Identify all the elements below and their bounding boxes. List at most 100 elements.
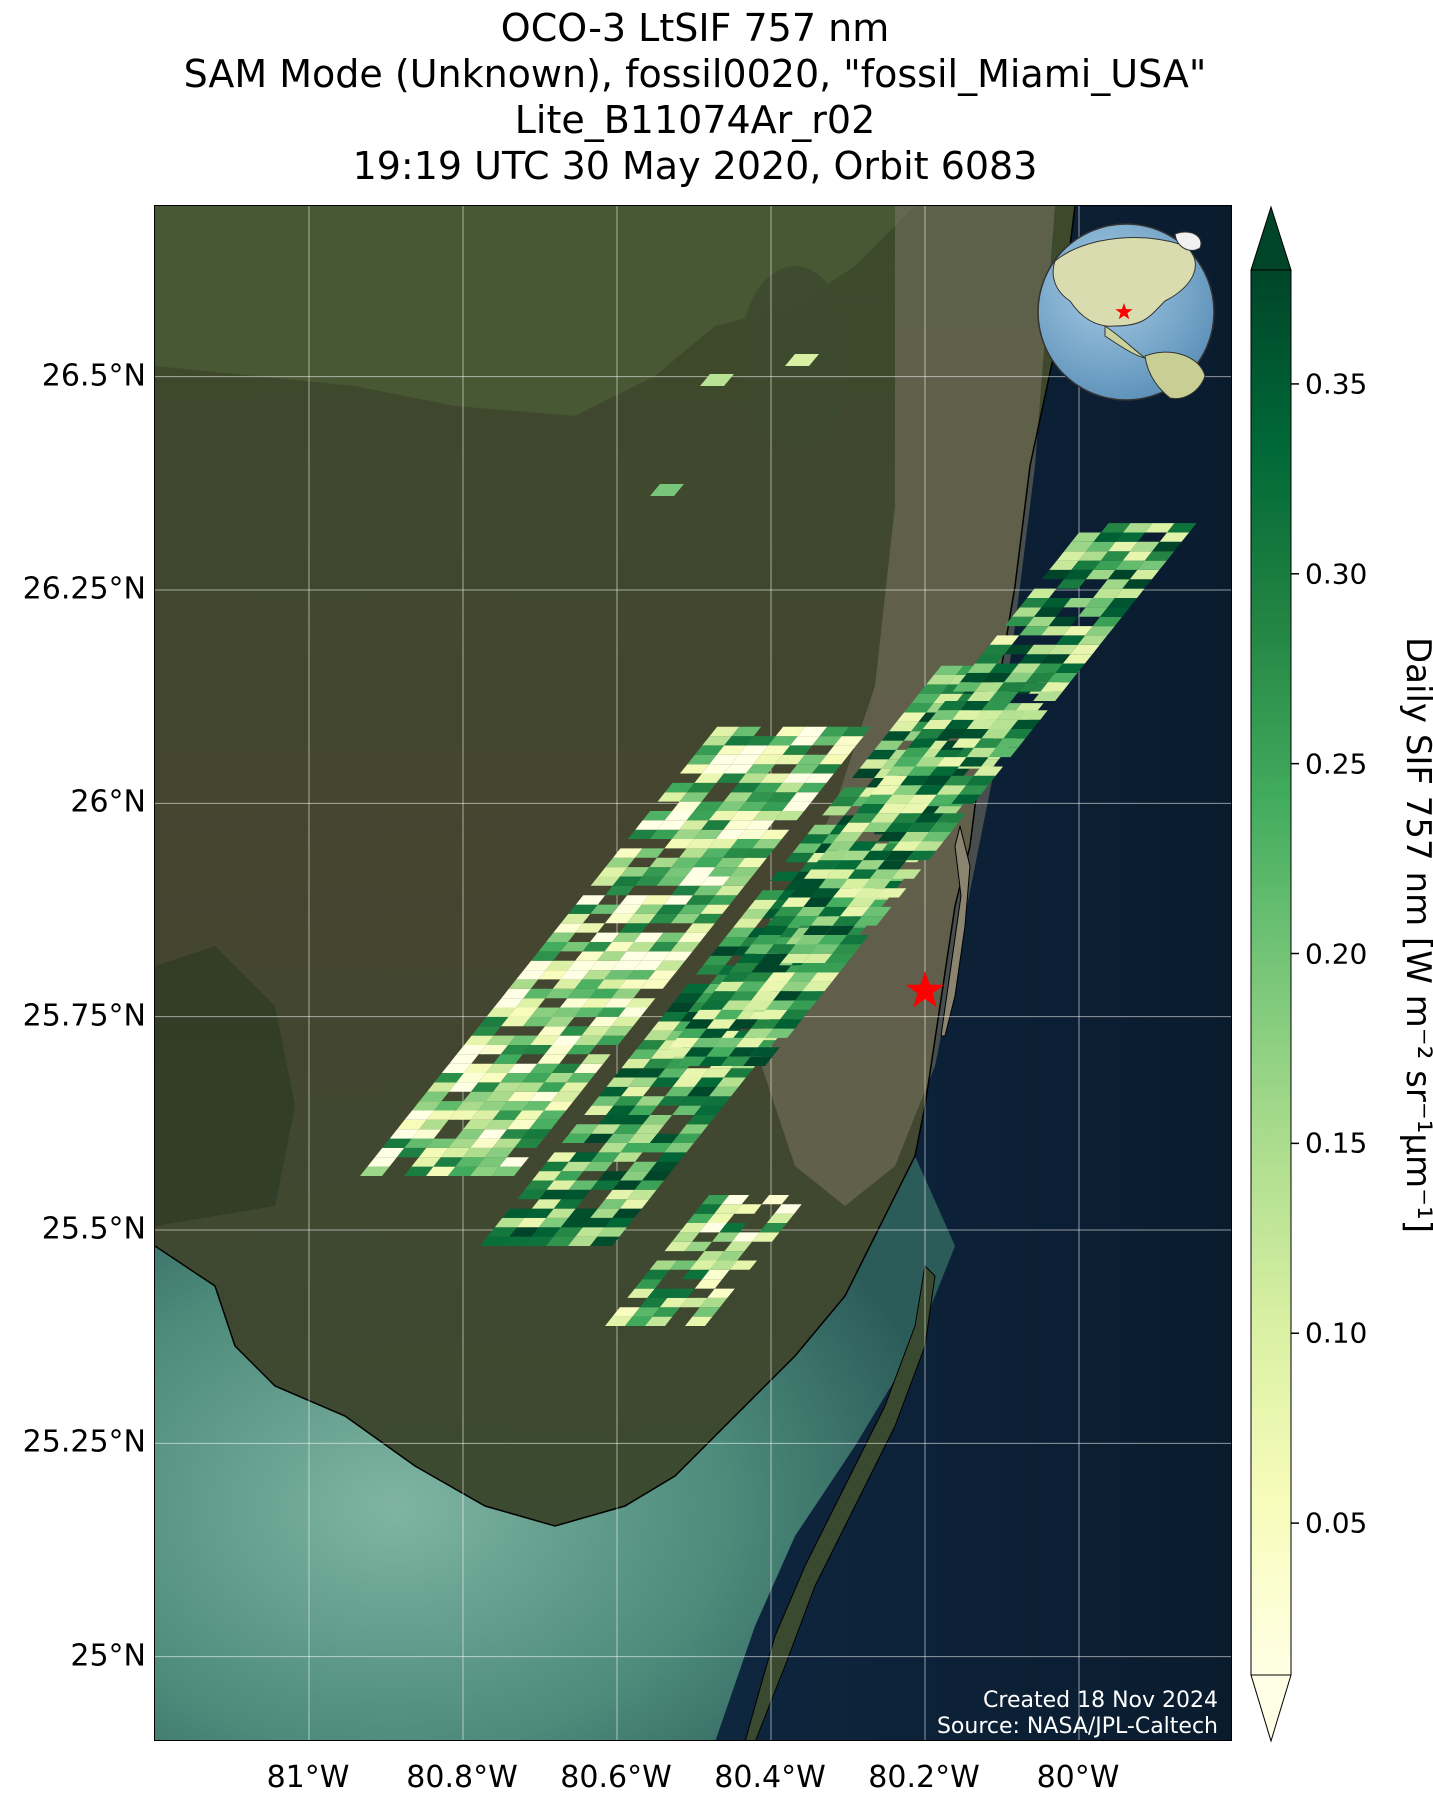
sif-sounding (803, 897, 833, 907)
sif-sounding (974, 682, 1004, 692)
y-tick-label: 26.5°N (41, 358, 146, 394)
sif-sounding (1107, 598, 1137, 608)
colorbar-tick-label: 0.25 (1305, 747, 1368, 781)
sif-sounding (574, 979, 605, 989)
sif-sounding (552, 1007, 582, 1017)
target-star-icon[interactable] (906, 971, 944, 1008)
sif-sounding (810, 888, 841, 898)
sif-sounding (649, 857, 679, 868)
sif-sounding (780, 953, 811, 963)
sif-sounding (648, 942, 678, 952)
sif-sounding (1063, 626, 1093, 636)
sif-sounding (731, 782, 761, 793)
sif-sounding (1048, 616, 1079, 627)
sif-sounding (477, 1129, 508, 1139)
sif-sounding (914, 813, 944, 823)
globe-greenland (1174, 231, 1202, 251)
sif-sounding (1055, 663, 1085, 673)
sif-sounding (669, 1260, 698, 1270)
sif-sounding (1004, 644, 1034, 655)
sif-sounding (583, 1133, 614, 1143)
sif-sounding (597, 1227, 627, 1237)
sif-sounding (974, 738, 1004, 748)
sif-sounding (1026, 672, 1056, 683)
sif-sounding (382, 1138, 412, 1148)
sif-sounding (670, 942, 700, 952)
sif-sounding (885, 794, 915, 804)
sif-sounding (605, 885, 635, 896)
sif-sounding (699, 1028, 729, 1038)
sif-sounding (758, 1009, 788, 1020)
sif-sounding (729, 963, 759, 973)
sif-sounding (707, 895, 738, 905)
sif-sounding (539, 1161, 569, 1172)
sif-sounding (922, 719, 953, 729)
sif-sounding (933, 665, 964, 675)
sif-sounding (877, 832, 907, 842)
sif-sounding (699, 1000, 730, 1010)
sif-sounding (944, 719, 975, 729)
sif-sounding (671, 1133, 702, 1143)
sif-sounding (642, 1115, 673, 1125)
sif-sounding (907, 766, 938, 776)
sif-sounding (665, 1086, 695, 1097)
sif-sounding (590, 904, 620, 914)
florida-keys (745, 1264, 936, 1740)
sif-sounding (643, 1030, 674, 1041)
sif-sounding (694, 773, 724, 783)
sif-sounding (878, 775, 908, 786)
sif-sounding (1130, 541, 1160, 552)
sif-sounding (551, 1063, 582, 1073)
sif-sounding (723, 848, 753, 858)
sif-sounding (642, 1269, 670, 1280)
sif-sounding (627, 1288, 655, 1298)
sif-sounding (717, 1251, 745, 1261)
sif-sounding (559, 1082, 589, 1092)
sif-sounding (1018, 654, 1049, 664)
sif-sounding (699, 1056, 729, 1066)
sif-sounding (722, 876, 753, 886)
sif-sounding (810, 944, 840, 954)
sif-sounding (551, 1091, 581, 1102)
sif-sounding (613, 1096, 643, 1106)
y-tick-label: 25.25°N (22, 1424, 146, 1460)
sif-sounding (360, 1166, 390, 1176)
sif-sounding (862, 906, 892, 917)
sif-sounding (448, 1138, 478, 1148)
sif-sounding (559, 998, 590, 1008)
sif-sounding (649, 829, 680, 839)
colorbar-tick-label: 0.20 (1305, 937, 1368, 970)
sif-sounding (553, 923, 583, 933)
sif-sounding (426, 1138, 456, 1148)
sif-sounding (553, 1227, 583, 1237)
sif-sounding (765, 1000, 796, 1010)
y-tick-label: 26°N (70, 784, 146, 820)
sif-sounding (859, 759, 889, 769)
sif-sounding (589, 1016, 619, 1027)
sif-sounding (664, 1143, 694, 1153)
sif-sounding (892, 841, 922, 851)
map-canvas[interactable] (155, 206, 1232, 1741)
sif-sounding (1100, 607, 1130, 617)
sif-sounding (560, 913, 591, 924)
map-panel[interactable] (154, 205, 1232, 1741)
sif-sounding (697, 1251, 725, 1261)
sif-sounding (679, 1297, 708, 1308)
sif-sounding (819, 754, 849, 765)
sif-sounding (734, 1204, 762, 1214)
sif-sounding (701, 764, 732, 774)
sif-sounding (755, 890, 785, 900)
sif-sounding (810, 972, 840, 982)
y-tick-label: 25°N (70, 1638, 146, 1674)
sif-sounding (598, 867, 628, 877)
sif-sounding (463, 1091, 493, 1102)
sif-sounding (812, 736, 842, 746)
sif-sounding (545, 1016, 575, 1027)
sif-sounding (967, 691, 997, 701)
sif-sounding (847, 897, 877, 907)
sif-sounding (634, 1180, 665, 1190)
sif-sounding (700, 876, 731, 886)
sif-sounding (470, 1166, 500, 1176)
sif-sounding (788, 944, 818, 954)
sif-sounding (687, 1086, 717, 1097)
